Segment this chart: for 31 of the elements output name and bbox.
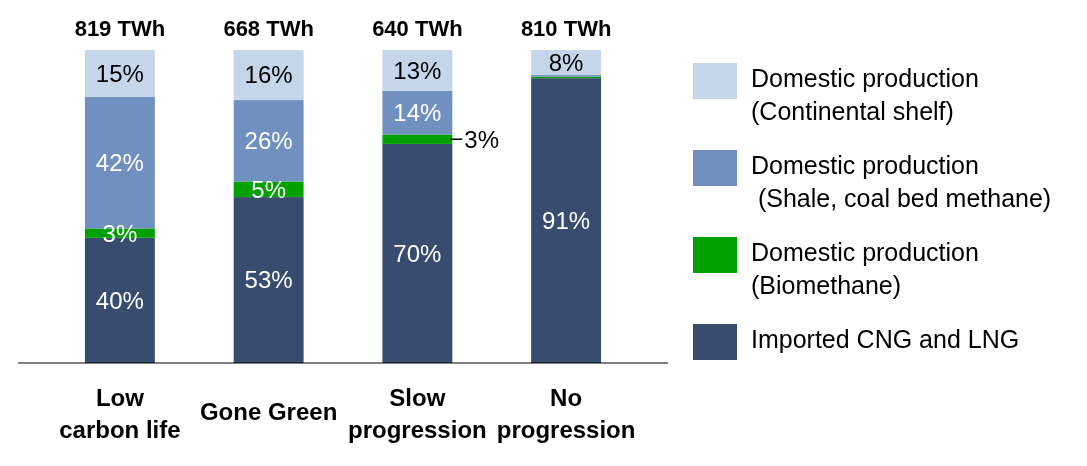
data-label: 26% — [244, 127, 293, 155]
data-label: 16% — [244, 61, 293, 89]
data-label: 53% — [244, 266, 293, 294]
bar — [382, 143, 453, 363]
data-label: 8% — [548, 48, 584, 76]
bar — [382, 134, 453, 144]
data-label: 3% — [102, 219, 138, 247]
data-label: 42% — [95, 149, 144, 177]
data-label: 40% — [95, 286, 144, 314]
legend-label: Domestic production (Continental shelf) — [751, 64, 979, 125]
annotation: 810 TWh — [520, 16, 612, 41]
legend-label: Domestic production (Shale, coal bed methane) — [751, 151, 1052, 212]
x-tick-label: Low carbon life — [59, 384, 181, 443]
data-label: 5% — [251, 175, 286, 203]
x-tick-label: Slow progression — [348, 384, 487, 443]
data-label: 3% — [464, 125, 500, 153]
data-label: 15% — [95, 59, 144, 87]
data-label: 91% — [542, 206, 591, 234]
legend-label: Imported CNG and LNG — [751, 325, 1020, 353]
bar — [233, 100, 304, 182]
data-label: 13% — [393, 56, 442, 84]
legend-label: Domestic production (Biomethane) — [751, 238, 979, 299]
data-label: 14% — [393, 99, 442, 126]
annotation: 668 TWh — [223, 16, 314, 41]
bar — [531, 78, 602, 363]
annotation: 640 TWh — [372, 16, 463, 41]
bar — [233, 197, 304, 363]
data-label: 70% — [393, 239, 442, 267]
x-tick-label: No progression — [496, 384, 636, 443]
annotation: 819 TWh — [74, 16, 166, 41]
x-tick-label: Gone Green — [199, 398, 338, 425]
